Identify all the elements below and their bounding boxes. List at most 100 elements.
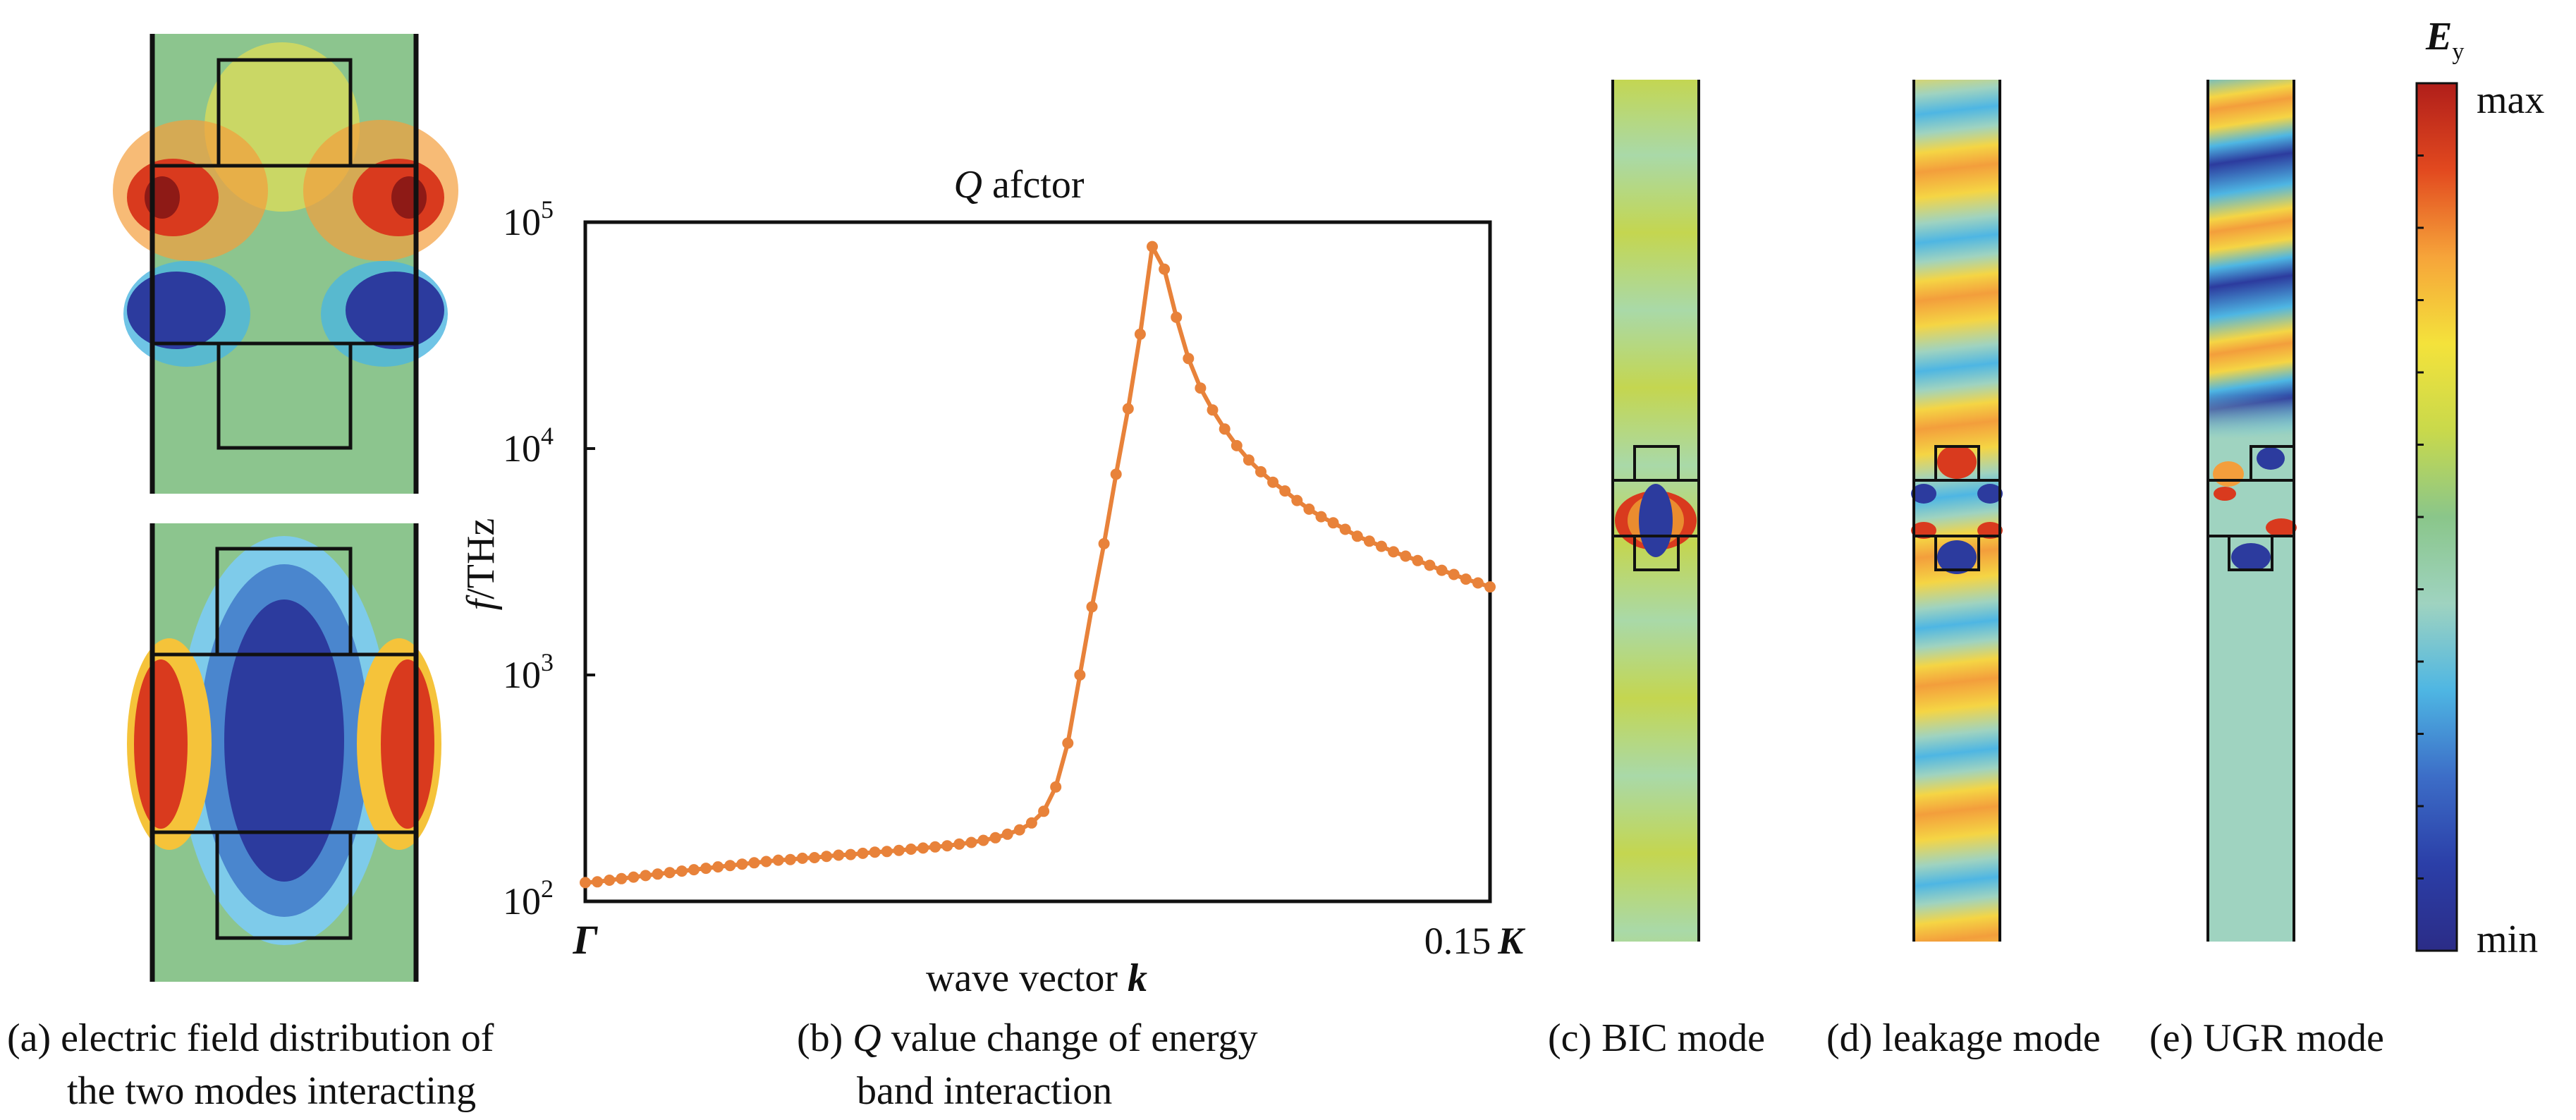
data-point [1195,382,1207,394]
x-tick-gamma: Γ [572,917,598,963]
data-point [1062,737,1074,749]
x-tick-end-value: 0.15 [1424,920,1491,962]
data-point [1448,568,1460,580]
data-point [796,852,808,864]
data-point [1025,817,1037,829]
caption-b-rest: value change of energy [881,1016,1258,1060]
caption-b-prefix: (b) [797,1016,853,1060]
x-tick-end-letter: K [1497,920,1526,962]
y-tick-label-exp: 5 [541,195,554,224]
data-point [833,849,845,861]
data-point [965,836,977,848]
y-tick-label: 103 [503,648,554,696]
caption-e: (e) UGR mode [2149,1016,2384,1060]
data-point [580,877,591,889]
data-point [845,848,857,860]
data-point [688,864,700,876]
data-point [881,846,893,858]
field-coldspot [2231,543,2271,571]
data-point [953,838,965,850]
grating-tooth [2228,536,2273,571]
data-point [1351,530,1363,542]
field-coldspot [2257,447,2285,470]
chart-title-q: Q [953,163,982,207]
field-hotspot [2266,518,2297,537]
colorbar-ticks [2417,154,2424,879]
y-tick-label-exp: 4 [541,422,554,450]
data-point [616,872,628,884]
field-background [1914,80,2000,942]
data-point [1219,423,1231,435]
data-point [628,871,640,883]
chart-title-rest: afctor [982,163,1085,207]
field-coldspot [1911,484,1936,504]
data-point [989,832,1001,844]
caption-a-line2: the two modes interacting [67,1069,476,1113]
field-coldspot [127,272,226,349]
colorbar-title-main: E [2425,15,2452,59]
field-coldspot [1937,540,1977,574]
colorbar: Ey max min [2415,15,2544,961]
panel-a-top-fieldmap [113,34,458,494]
data-point [821,851,833,863]
data-point [941,840,953,852]
data-point [1013,824,1025,836]
data-point [772,854,784,866]
data-point [1243,454,1255,466]
data-point [1038,805,1050,817]
colorbar-title: Ey [2425,15,2464,65]
field-coldspot [346,272,444,349]
panel-d: (d) leakage mode [1826,80,2101,1060]
data-point [1376,540,1387,552]
y-tick-label-base: 10 [503,654,541,696]
x-tick-end: 0.15 K [1424,920,1527,962]
grating-tooth [1934,445,1980,480]
grating-tooth [1934,536,1980,571]
panel-a: (a) electric field distribution of the t… [7,34,494,1113]
data-point [1388,546,1400,558]
field-hotspot [391,176,427,219]
grating-tooth [1633,445,1680,480]
data-point [1134,328,1146,340]
data-point [712,861,724,873]
data-point [1122,403,1134,415]
data-point [1074,669,1086,681]
data-point [1436,564,1448,576]
data-point [652,868,664,880]
data-point [1001,828,1013,840]
x-axis-label-k: k [1128,956,1147,1000]
caption-b-q: Q [853,1016,881,1060]
data-point [977,834,989,846]
caption-d: (d) leakage mode [1826,1016,2101,1060]
data-point [664,867,676,879]
field-hotspot [2214,487,2236,501]
y-tick-label-base: 10 [503,201,541,243]
data-point [917,842,929,854]
data-point [1147,241,1158,252]
y-tick-label: 102 [503,875,554,923]
grating-tooth [216,343,353,450]
chart-title: Q afctor [953,163,1084,207]
y-tick-label: 105 [503,195,554,243]
series-q-factor [580,241,1496,889]
field-hotspot [381,659,434,829]
grating-tooth [1633,536,1680,571]
y-axis-label-rest: /THz [459,518,503,599]
data-point [1279,485,1291,497]
y-axis-label: f/THz [459,518,503,611]
data-point [1303,503,1315,515]
data-point [1159,263,1171,275]
data-point [1363,535,1375,547]
data-point [1327,517,1339,529]
data-point [1400,550,1412,562]
data-point [1050,781,1062,793]
grating-tooth [215,832,353,940]
data-point [1291,494,1303,506]
caption-c: (c) BIC mode [1548,1016,1765,1060]
panel-c: (c) BIC mode [1548,80,1765,1060]
data-point [1460,573,1472,585]
data-point [809,852,820,863]
data-point [1231,439,1243,451]
